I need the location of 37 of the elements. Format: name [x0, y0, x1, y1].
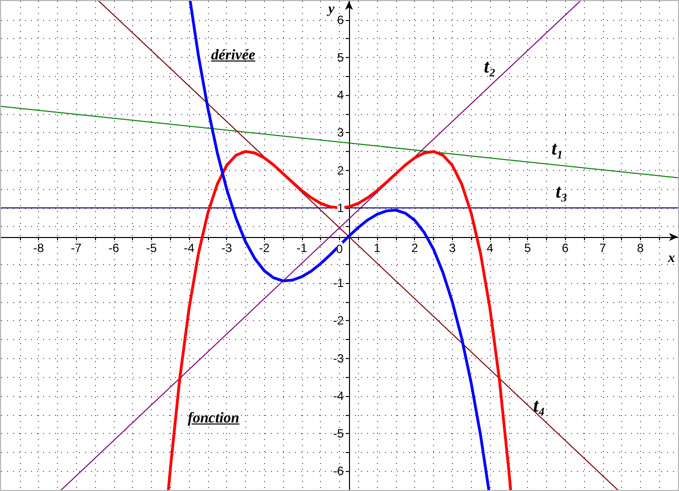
series-label: t₂ [484, 56, 496, 78]
x-tick-label: 0 [336, 242, 343, 256]
y-tick-label: -2 [333, 314, 344, 328]
series-label: t₃ [556, 181, 568, 202]
x-tick-label: 5 [524, 241, 532, 255]
x-tick-label: -7 [70, 241, 82, 255]
y-tick-label: -5 [333, 426, 344, 441]
x-axis-title: x [668, 250, 675, 266]
series-label: fonction [188, 410, 240, 427]
series-label: dérivée [211, 48, 256, 64]
y-tick-label: -4 [333, 388, 344, 403]
x-tick-label: 4 [486, 241, 494, 255]
y-axis-title: y [328, 2, 334, 17]
x-tick-label: 6 [562, 241, 569, 255]
y-tick-label: 2 [337, 163, 344, 178]
x-tick-label: -3 [221, 241, 232, 255]
y-tick-label: 5 [337, 50, 344, 64]
x-tick-label: 3 [448, 241, 456, 255]
y-tick-label: 6 [337, 12, 344, 27]
x-tick-label: -1 [296, 241, 308, 255]
x-tick-label: 1 [374, 241, 381, 255]
x-tick-label: -8 [33, 241, 44, 255]
y-tick-label: -6 [333, 464, 344, 478]
series-label: t₄ [533, 396, 546, 417]
x-tick-label: -4 [184, 241, 195, 255]
x-tick-label: 2 [411, 241, 418, 255]
y-tick-label: 3 [337, 126, 344, 140]
y-tick-label: -1 [333, 276, 344, 290]
x-tick-label: -2 [258, 241, 270, 255]
series-label: t₁ [552, 138, 564, 160]
line-series [166, 150, 512, 490]
y-tick-label: 4 [337, 88, 344, 102]
x-tick-label: -6 [108, 241, 120, 255]
y-tick-label: -3 [333, 351, 344, 366]
x-tick-label: 8 [637, 241, 644, 255]
x-tick-label: -5 [146, 241, 158, 255]
x-tick-label: 7 [599, 241, 606, 255]
